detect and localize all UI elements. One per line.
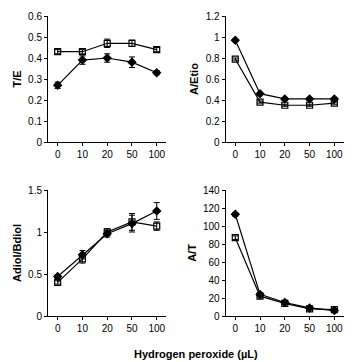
svg-text:1.5: 1.5 xyxy=(28,185,42,196)
svg-text:100: 100 xyxy=(148,323,165,334)
svg-text:A/Etio: A/Etio xyxy=(188,63,200,95)
svg-text:1: 1 xyxy=(36,227,42,238)
svg-text:10: 10 xyxy=(254,149,266,160)
svg-text:0.6: 0.6 xyxy=(206,74,220,85)
svg-text:60: 60 xyxy=(208,257,220,268)
svg-text:0.3: 0.3 xyxy=(28,74,42,85)
svg-text:100: 100 xyxy=(148,149,165,160)
svg-text:0.2: 0.2 xyxy=(206,116,220,127)
svg-text:20: 20 xyxy=(102,323,114,334)
svg-text:0.8: 0.8 xyxy=(206,53,220,64)
svg-text:Hydrogen peroxide (µL): Hydrogen peroxide (µL) xyxy=(134,348,258,360)
svg-text:0: 0 xyxy=(55,323,61,334)
svg-text:20: 20 xyxy=(279,323,291,334)
svg-text:40: 40 xyxy=(208,275,220,286)
svg-text:100: 100 xyxy=(326,323,343,334)
svg-text:0.4: 0.4 xyxy=(28,53,42,64)
svg-text:0.6: 0.6 xyxy=(28,11,42,22)
svg-text:0.2: 0.2 xyxy=(28,95,42,106)
svg-text:0: 0 xyxy=(214,311,220,322)
svg-text:20: 20 xyxy=(208,293,220,304)
svg-text:50: 50 xyxy=(304,323,316,334)
svg-text:0: 0 xyxy=(232,323,238,334)
svg-text:0.1: 0.1 xyxy=(28,116,42,127)
svg-text:1: 1 xyxy=(214,32,220,43)
svg-text:10: 10 xyxy=(254,323,266,334)
svg-text:0.4: 0.4 xyxy=(206,95,220,106)
svg-text:20: 20 xyxy=(102,149,114,160)
svg-text:A/T: A/T xyxy=(186,244,198,262)
svg-text:0.5: 0.5 xyxy=(28,269,42,280)
svg-text:0: 0 xyxy=(36,137,42,148)
svg-text:50: 50 xyxy=(304,149,316,160)
svg-text:50: 50 xyxy=(126,149,138,160)
svg-text:0: 0 xyxy=(36,311,42,322)
svg-text:100: 100 xyxy=(203,221,220,232)
svg-text:0: 0 xyxy=(232,149,238,160)
svg-text:100: 100 xyxy=(326,149,343,160)
svg-text:Adiol/Bdiol: Adiol/Bdiol xyxy=(11,224,23,282)
svg-text:10: 10 xyxy=(77,323,89,334)
svg-text:1.2: 1.2 xyxy=(206,11,220,22)
svg-text:0.5: 0.5 xyxy=(28,32,42,43)
svg-text:0: 0 xyxy=(214,137,220,148)
svg-text:20: 20 xyxy=(279,149,291,160)
svg-text:140: 140 xyxy=(203,185,220,196)
svg-text:120: 120 xyxy=(203,203,220,214)
svg-text:80: 80 xyxy=(208,239,220,250)
svg-text:0: 0 xyxy=(55,149,61,160)
svg-text:10: 10 xyxy=(77,149,89,160)
svg-text:50: 50 xyxy=(126,323,138,334)
svg-text:T/E: T/E xyxy=(11,70,23,87)
